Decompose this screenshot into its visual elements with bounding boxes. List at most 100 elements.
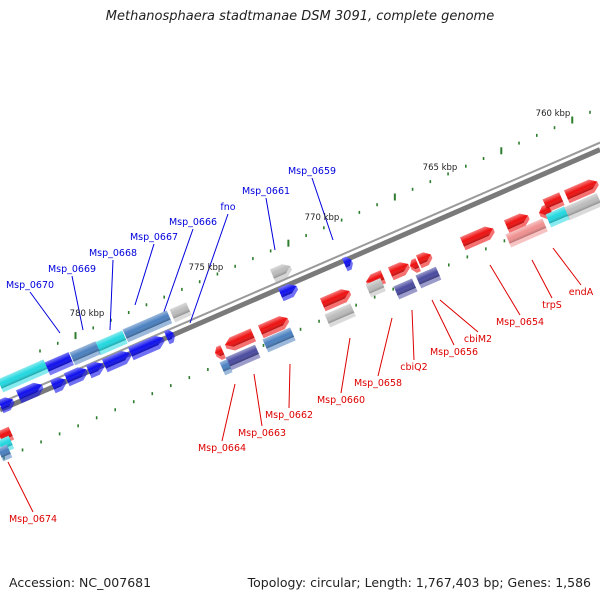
grey-feature-box[interactable] (169, 302, 192, 323)
forward-gene-arrow-shade (128, 335, 164, 357)
reverse-gene-arrow[interactable] (416, 250, 434, 269)
steel-feature-box[interactable] (69, 341, 101, 366)
reverse-gene-arrow-side (507, 215, 530, 234)
forward-gene-arrow[interactable] (64, 365, 90, 387)
forward-gene-arrow-side (105, 352, 132, 373)
forward-gene-arrow-shade (0, 397, 13, 410)
pink-feature-box[interactable] (505, 218, 548, 248)
forward-gene-box-side (48, 360, 75, 376)
steel-feature-box[interactable] (122, 310, 173, 343)
grey-gene-arrow[interactable] (270, 261, 294, 283)
forward-gene-label[interactable]: Msp_0667 (130, 232, 178, 243)
forward-gene-label[interactable]: Msp_0670 (6, 280, 54, 291)
forward-gene-arrow-side (167, 332, 175, 345)
reverse-gene-arrow[interactable] (564, 177, 600, 204)
reverse-gene-label[interactable]: Msp_0660 (317, 395, 365, 406)
forward-gene-arrow-shade (64, 367, 87, 383)
reverse-gene-arrow[interactable] (504, 211, 532, 234)
forward-gene-label[interactable]: fno (220, 202, 235, 213)
reverse-gene-label[interactable]: Msp_0654 (496, 317, 544, 328)
reverse-gene-arrow[interactable] (460, 224, 497, 251)
reverse-leader-line (531, 259, 553, 299)
forward-gene-arrow[interactable] (102, 348, 133, 373)
reverse-gene-arrow-shade (258, 316, 288, 335)
steel-feature-box[interactable] (219, 359, 233, 376)
reverse-gene-arrow[interactable] (258, 313, 291, 339)
reverse-gene-arrow[interactable] (408, 258, 421, 274)
reverse-gene-label[interactable]: cbiM2 (464, 334, 492, 345)
forward-gene-arrow-shade (164, 329, 174, 341)
scale-label-kbp: 770 kbp (305, 213, 340, 223)
reverse-leader-line (439, 299, 479, 333)
reverse-gene-arrow-shade (225, 328, 255, 347)
reverse-gene-label[interactable]: Msp_0663 (238, 428, 286, 439)
grey-feature-box[interactable] (563, 193, 600, 221)
forward-gene-label[interactable]: Msp_0668 (89, 248, 137, 259)
forward-gene-arrow[interactable] (342, 255, 355, 272)
reverse-gene-label[interactable]: endA (569, 287, 594, 298)
forward-gene-arrow-side (67, 369, 88, 387)
forward-gene-arrow[interactable] (16, 380, 45, 404)
reverse-gene-arrow[interactable] (223, 328, 257, 353)
purple-feature-box-shade (225, 344, 259, 367)
cyan-feature-box-side (1, 367, 50, 393)
forward-gene-arrow[interactable] (128, 333, 167, 361)
reverse-gene-label[interactable]: trpS (542, 300, 562, 311)
purple-feature-box[interactable] (225, 344, 261, 371)
forward-gene-arrow-side (1, 399, 15, 414)
forward-gene-arrow[interactable] (278, 281, 300, 302)
cyan-feature-box[interactable] (94, 330, 128, 356)
purple-feature-box-shade (393, 278, 416, 296)
reverse-gene-arrow-shade (320, 289, 350, 308)
forward-gene-label[interactable]: Msp_0666 (169, 217, 217, 228)
forward-gene-arrow[interactable] (50, 375, 68, 394)
reverse-leader-line (431, 299, 455, 346)
forward-gene-arrow[interactable] (164, 328, 177, 345)
reverse-gene-label[interactable]: Msp_0658 (354, 378, 402, 389)
grey-feature-box[interactable] (324, 303, 356, 328)
steel-feature-box[interactable] (0, 444, 13, 462)
reverse-gene-arrow-side (215, 353, 226, 360)
steel-feature-box-side (223, 367, 233, 376)
forward-gene-arrow[interactable] (0, 395, 16, 414)
forward-gene-arrow-shade (342, 256, 352, 268)
reverse-gene-arrow[interactable] (320, 286, 353, 312)
forward-leader-line (311, 177, 334, 241)
grey-feature-box-shade (365, 278, 385, 294)
forward-gene-label[interactable]: Msp_0669 (48, 264, 96, 275)
reverse-gene-box[interactable] (542, 192, 565, 213)
grey-feature-box-side (567, 201, 600, 221)
reverse-gene-arrow-side (225, 337, 257, 351)
reverse-gene-arrow-side (391, 264, 410, 281)
reverse-gene-arrow[interactable] (388, 259, 412, 281)
forward-leader-line (159, 228, 194, 324)
purple-feature-box[interactable] (393, 278, 418, 300)
reverse-gene-arrow-side (323, 291, 352, 312)
grey-feature-box[interactable] (365, 278, 386, 298)
reverse-leader-line (340, 337, 351, 394)
reverse-leader-line (489, 264, 521, 316)
cyan-feature-box[interactable] (0, 359, 50, 393)
reverse-leader-line (377, 317, 393, 377)
reverse-leader-line (552, 247, 582, 286)
reverse-gene-arrow-side (261, 318, 290, 339)
forward-gene-label[interactable]: Msp_0659 (288, 166, 336, 177)
cyan-feature-box[interactable] (545, 206, 570, 228)
forward-gene-label[interactable]: Msp_0661 (242, 186, 290, 197)
reverse-gene-arrow-side (567, 181, 599, 204)
reverse-gene-label[interactable]: cbiQ2 (400, 362, 427, 373)
reverse-gene-label[interactable]: Msp_0662 (265, 410, 313, 421)
reverse-gene-arrow[interactable] (213, 345, 226, 361)
reverse-gene-label[interactable]: Msp_0656 (430, 347, 478, 358)
reverse-gene-arrow-shade (416, 252, 431, 265)
purple-feature-box[interactable] (415, 266, 442, 289)
forward-gene-box[interactable] (44, 352, 75, 376)
forward-gene-arrow[interactable] (86, 359, 106, 379)
reverse-gene-label[interactable]: Msp_0674 (9, 514, 57, 525)
reverse-gene-label[interactable]: Msp_0664 (198, 443, 246, 454)
steel-feature-box[interactable] (262, 327, 296, 353)
forward-leader-line (71, 275, 84, 331)
reverse-gene-arrow-shade (564, 179, 598, 200)
steel-feature-box-side (1, 452, 13, 462)
